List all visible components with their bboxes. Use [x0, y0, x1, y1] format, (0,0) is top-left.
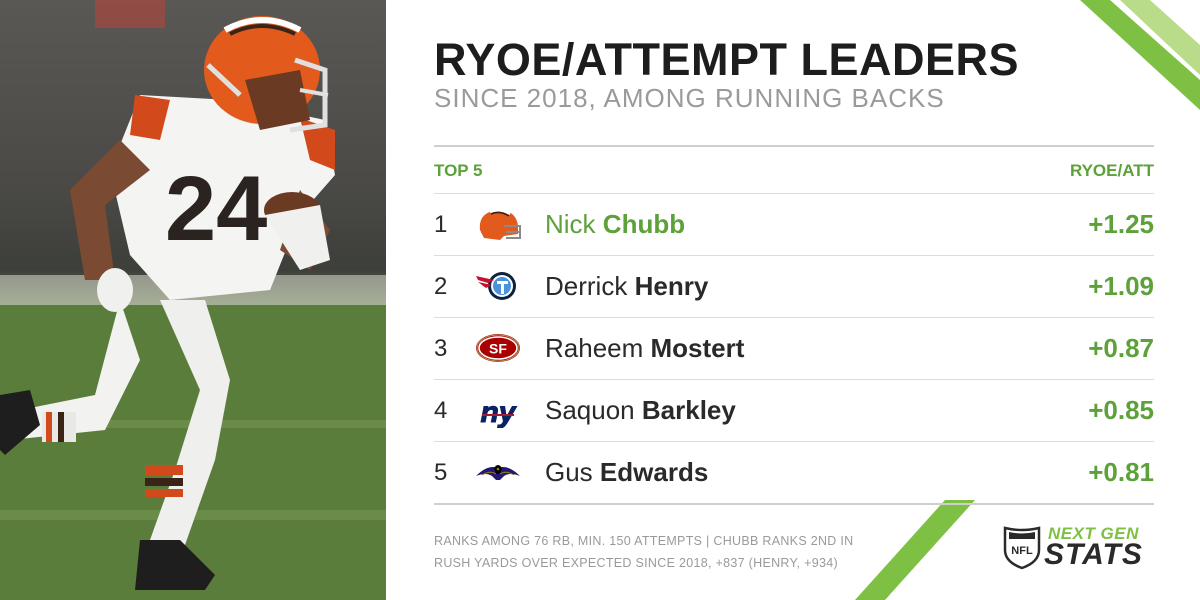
- rank: 4: [434, 397, 448, 424]
- brand-stats: STATS: [1044, 538, 1143, 571]
- jersey-number: 24: [165, 158, 267, 260]
- table-row: 5 Gus Edwards +0.81: [434, 442, 1154, 505]
- leaders-table: 1 Nick Chubb +1.25 2: [434, 194, 1154, 505]
- player-photo: 24: [0, 0, 386, 600]
- nfl-shield-icon: NFL: [1003, 526, 1041, 570]
- column-header-top5: TOP 5: [434, 161, 483, 180]
- giants-logo-icon: ny: [480, 396, 517, 429]
- player-name: Gus Edwards: [545, 457, 708, 488]
- player-illustration: 24: [0, 0, 386, 600]
- svg-text:SF: SF: [489, 341, 507, 357]
- last-name: Barkley: [641, 395, 736, 425]
- table-row: 4 ny Saquon Barkley +0.85: [434, 380, 1154, 442]
- divider: [434, 145, 1154, 147]
- last-name: Chubb: [602, 209, 686, 239]
- player-name: Derrick Henry: [545, 271, 708, 302]
- ryoe-value: +1.09: [1088, 271, 1154, 301]
- rank: 2: [434, 273, 448, 300]
- footnote-line-1: RANKS AMONG 76 RB, MIN. 150 ATTEMPTS | C…: [434, 534, 854, 548]
- rank: 1: [434, 211, 448, 238]
- last-name: Edwards: [599, 457, 709, 487]
- table-row: 3 SF Raheem Mostert +0.87: [434, 318, 1154, 380]
- table-row: 2 Derrick Henry +1.09: [434, 256, 1154, 318]
- ravens-logo-icon: [476, 465, 520, 480]
- browns-helmet-icon: [479, 209, 521, 240]
- page-title: RYOE/ATTEMPT LEADERS: [434, 34, 1020, 85]
- ryoe-value: +0.85: [1088, 395, 1154, 425]
- svg-text:ny: ny: [480, 396, 516, 428]
- footnote-line-2: RUSH YARDS OVER EXPECTED SINCE 2018, +83…: [434, 556, 838, 570]
- ryoe-value: +0.81: [1088, 457, 1154, 487]
- first-name: Gus: [545, 457, 593, 487]
- player-name: Saquon Barkley: [545, 395, 736, 426]
- footnote: RANKS AMONG 76 RB, MIN. 150 ATTEMPTS | C…: [434, 530, 874, 574]
- nfl-shield-text: NFL: [1011, 545, 1033, 557]
- page-subtitle: SINCE 2018, AMONG RUNNING BACKS: [434, 83, 945, 113]
- 49ers-logo-icon: SF: [476, 334, 520, 362]
- last-name: Henry: [634, 271, 709, 301]
- ryoe-value: +0.87: [1088, 333, 1154, 363]
- column-header-ryoe-att: RYOE/ATT: [1069, 161, 1154, 180]
- rank: 3: [434, 335, 448, 362]
- ryoe-value: +1.25: [1088, 209, 1154, 239]
- table-row: 1 Nick Chubb +1.25: [434, 194, 1154, 256]
- player-name: Nick Chubb: [545, 209, 685, 240]
- leaderboard-panel: RYOE/ATTEMPT LEADERS SINCE 2018, AMONG R…: [434, 0, 1154, 600]
- next-gen-stats-logo: NFL NEXT GEN STATS: [1000, 522, 1160, 572]
- first-name: Derrick: [545, 271, 628, 301]
- first-name: Nick: [545, 209, 596, 239]
- titans-logo-icon: [476, 272, 516, 300]
- first-name: Raheem: [545, 333, 644, 363]
- rank: 5: [434, 459, 448, 486]
- last-name: Mostert: [650, 333, 745, 363]
- brand-next-gen: NEXT GEN: [1048, 524, 1139, 543]
- divider: [434, 193, 1154, 194]
- player-name: Raheem Mostert: [545, 333, 744, 364]
- first-name: Saquon: [545, 395, 635, 425]
